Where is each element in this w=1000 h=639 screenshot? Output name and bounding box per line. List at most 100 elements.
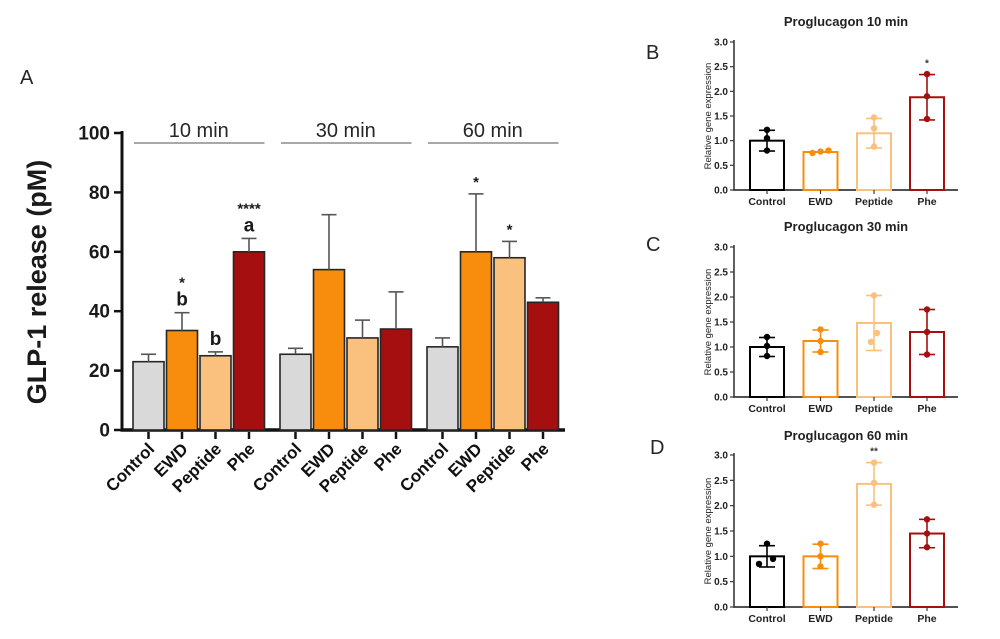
bar-control-10min	[132, 360, 165, 431]
panel-d-title: Proglucagon 60 min	[784, 428, 908, 443]
data-point	[817, 148, 824, 155]
xtick-label: EWD	[808, 403, 833, 415]
bar-phe-30min	[379, 328, 413, 431]
data-point	[870, 143, 878, 150]
bar-peptide-10min	[199, 354, 232, 431]
bar-phe-10min	[232, 251, 266, 431]
ytick-label: 0.5	[714, 368, 728, 379]
data-point	[817, 348, 824, 356]
bar-control-30min	[279, 353, 312, 431]
bar-ewd-60min	[459, 251, 493, 431]
data-point	[817, 337, 824, 345]
panel-a-ytick-label: 60	[89, 242, 110, 263]
data-point	[817, 540, 824, 547]
data-point	[763, 126, 771, 134]
xtick-label: EWD	[808, 196, 833, 208]
data-point	[825, 147, 832, 154]
ytick-label: 3.0	[714, 243, 728, 254]
bar-ewd-10min	[165, 329, 199, 431]
xtick-label: Peptide	[855, 613, 893, 625]
ytick-label: 0.0	[714, 603, 728, 614]
ytick-label: 2.0	[714, 87, 728, 98]
panel-a-ytick-label: 20	[89, 361, 110, 382]
data-point	[755, 560, 763, 568]
panel-d-label: D	[650, 437, 665, 459]
ytick-label: 0.5	[714, 161, 728, 172]
significance-stars: *	[179, 275, 185, 292]
data-point	[867, 338, 875, 346]
data-point	[763, 342, 771, 350]
ytick-label: 2.0	[714, 293, 728, 304]
significance-stars: *	[925, 59, 929, 70]
xtick-label: Peptide	[855, 196, 893, 208]
panel-a-group-header: 10 min	[169, 120, 229, 142]
panel-a-xtick-label: Phe	[370, 439, 405, 474]
significance-stars: **	[870, 447, 878, 458]
panel-a-xtick-label: Phe	[223, 439, 258, 474]
xtick-label: Phe	[917, 403, 936, 415]
ytick-label: 3.0	[714, 451, 728, 462]
significance-stars: *	[507, 221, 513, 238]
bar-ewd	[802, 151, 839, 192]
ytick-label: 2.0	[714, 501, 728, 512]
xtick-label: Phe	[917, 613, 936, 625]
ytick-label: 2.5	[714, 268, 728, 279]
ytick-label: 0.5	[714, 577, 728, 588]
panel-c-chart: Proglucagon 30 min Relative gene expressi…	[703, 219, 958, 415]
panel-a-xtick-label: Phe	[517, 439, 552, 474]
ytick-label: 1.5	[714, 318, 728, 329]
data-point	[923, 516, 931, 523]
panel-a-ytick-label: 80	[89, 183, 110, 204]
significance-letter: b	[210, 329, 222, 350]
ytick-label: 0.0	[714, 393, 728, 404]
data-point	[923, 530, 931, 537]
xtick-label: Control	[748, 403, 785, 415]
bar-control-60min	[426, 346, 459, 431]
significance-letter: b	[176, 290, 188, 311]
xtick-label: Control	[748, 613, 785, 625]
data-point	[870, 125, 878, 132]
ytick-label: 2.5	[714, 476, 728, 487]
bar-peptide-30min	[346, 337, 379, 431]
data-point	[923, 115, 931, 123]
panel-a-label: A	[20, 67, 34, 89]
panel-a-ytick-label: 0	[99, 421, 110, 442]
data-point	[923, 351, 931, 358]
data-point	[763, 333, 771, 341]
data-point	[923, 93, 931, 100]
bar-phe-60min	[526, 301, 560, 431]
data-point	[870, 479, 878, 487]
panel-a-ylabel: GLP-1 release (pM)	[22, 160, 52, 405]
data-point	[923, 70, 931, 78]
panel-b-chart: Proglucagon 10 min Relative gene expressi…	[703, 14, 958, 208]
ytick-label: 1.5	[714, 112, 728, 123]
significance-stars: *	[473, 174, 479, 191]
ytick-label: 1.0	[714, 343, 728, 354]
panel-b-label: B	[646, 42, 660, 64]
data-point	[763, 135, 771, 142]
data-point	[763, 147, 771, 154]
panel-b-title: Proglucagon 10 min	[784, 14, 908, 29]
panel-c-label: C	[646, 234, 661, 256]
xtick-label: Phe	[917, 196, 936, 208]
data-point	[769, 555, 777, 563]
data-point	[873, 329, 881, 337]
xtick-label: Control	[748, 196, 785, 208]
significance-letter: a	[244, 215, 255, 236]
ytick-label: 1.5	[714, 527, 728, 538]
data-point	[923, 306, 931, 313]
ytick-label: 3.0	[714, 38, 728, 49]
data-point	[923, 328, 931, 336]
panel-d-ylabel: Relative gene expression	[703, 478, 714, 585]
significance-stars: ****	[237, 200, 261, 217]
panel-a-ytick-label: 40	[89, 302, 110, 323]
bar-peptide-60min	[493, 256, 526, 431]
data-point	[870, 292, 878, 299]
panel-a-ytick-label: 100	[78, 124, 110, 145]
panel-b-ylabel: Relative gene expression	[703, 63, 714, 170]
panel-d-chart: Proglucagon 60 min Relative gene expressi…	[703, 428, 958, 625]
data-point	[809, 149, 816, 157]
panel-c-title: Proglucagon 30 min	[784, 219, 908, 234]
